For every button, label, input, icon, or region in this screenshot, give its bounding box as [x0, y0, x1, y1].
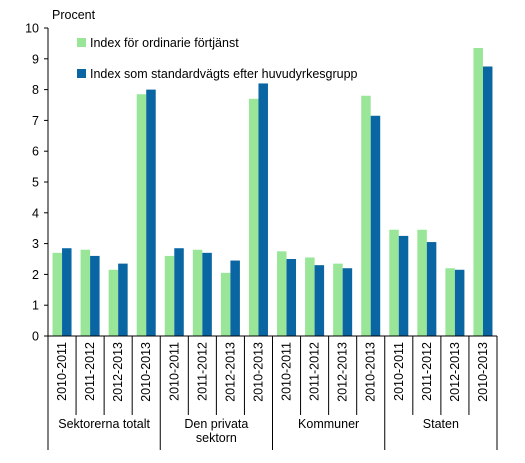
- x-tick-label: 2012-2013: [336, 342, 350, 402]
- bar-series-2: [314, 265, 325, 336]
- bar-series-1: [417, 229, 427, 336]
- group-label: Staten: [423, 417, 459, 431]
- x-tick-label: 2012-2013: [448, 342, 462, 402]
- x-tick-label: 2010-2013: [364, 342, 378, 402]
- y-tick-label: 7: [32, 114, 39, 128]
- y-tick-label: 8: [32, 83, 39, 97]
- bar-series-1: [361, 95, 371, 336]
- x-tick-label: 2011-2012: [83, 342, 97, 401]
- legend: Index för ordinarie förtjänst Index som s…: [77, 36, 358, 81]
- bar-series-2: [286, 259, 297, 336]
- bar-series-1: [108, 269, 119, 336]
- bar-series-2: [62, 248, 72, 336]
- bar-series-2: [370, 115, 381, 336]
- legend-label: Index för ordinarie förtjänst: [90, 36, 239, 50]
- bar-series-1: [389, 229, 399, 336]
- legend-swatch: [77, 38, 86, 47]
- x-tick-label: 2010-2013: [476, 342, 490, 402]
- bar-series-1: [473, 48, 483, 337]
- bar-series-1: [80, 249, 91, 336]
- bar-series-2: [146, 89, 156, 336]
- bar-series-1: [277, 251, 287, 336]
- y-tick-label: 4: [32, 206, 39, 220]
- y-tick-label: 2: [32, 268, 39, 282]
- bar-series-2: [482, 66, 493, 336]
- x-tick-label: 2010-2013: [139, 342, 153, 402]
- x-tick-label: 2011-2012: [308, 342, 322, 401]
- y-axis: 0 1 2 3 4 5 6 7 8 9 10: [25, 22, 49, 344]
- y-tick-label: 6: [32, 145, 39, 159]
- y-tick-label: 0: [32, 330, 39, 344]
- y-tick-label: 9: [32, 52, 39, 66]
- x-tick-label: 2010-2011: [280, 342, 294, 401]
- bar-series-1: [136, 94, 147, 336]
- bar-series-1: [445, 268, 455, 336]
- x-tick-label: 2010-2013: [251, 342, 265, 402]
- x-tick-label: 2011-2012: [420, 342, 434, 401]
- group-label: Kommuner: [298, 417, 359, 431]
- bar-series-2: [230, 260, 240, 336]
- bars: [52, 48, 493, 337]
- bar-series-2: [454, 269, 465, 336]
- x-tick-label: 2012-2013: [223, 342, 237, 402]
- x-axis: 2010-2011 2011-2012 2012-2013 2010-2013 Sekt…: [47, 335, 498, 450]
- x-tick-label: 2010-2011: [55, 342, 69, 401]
- bar-series-1: [305, 257, 315, 336]
- group-label: Sektorerna totalt: [58, 417, 150, 431]
- bar-series-2: [342, 268, 353, 336]
- legend-swatch: [77, 69, 86, 78]
- x-tick-label: 2012-2013: [111, 342, 125, 402]
- bar-series-2: [118, 263, 128, 336]
- bar-series-2: [174, 248, 184, 336]
- y-axis-label: Procent: [52, 8, 96, 22]
- bar-series-2: [398, 235, 409, 336]
- bar-series-1: [220, 272, 231, 336]
- group-label: Den privata: [184, 417, 248, 431]
- bar-series-1: [52, 252, 63, 336]
- bar-series-1: [248, 98, 259, 336]
- group-label: sektorn: [196, 431, 237, 445]
- y-tick-label: 3: [32, 237, 39, 251]
- bar-series-2: [202, 252, 212, 336]
- y-tick-label: 5: [32, 176, 39, 190]
- y-tick-label: 1: [32, 299, 39, 313]
- bar-series-2: [426, 242, 437, 336]
- bar-series-1: [333, 263, 343, 336]
- legend-label: Index som standardvägts efter huvudyrkes…: [90, 67, 358, 81]
- x-tick-label: 2010-2011: [167, 342, 181, 401]
- bar-series-1: [164, 255, 175, 336]
- bar-series-1: [192, 249, 203, 336]
- bar-series-2: [90, 255, 100, 336]
- y-tick-label: 10: [25, 22, 39, 36]
- bar-series-2: [258, 83, 268, 336]
- x-tick-label: 2010-2011: [392, 342, 406, 401]
- x-tick-label: 2011-2012: [195, 342, 209, 401]
